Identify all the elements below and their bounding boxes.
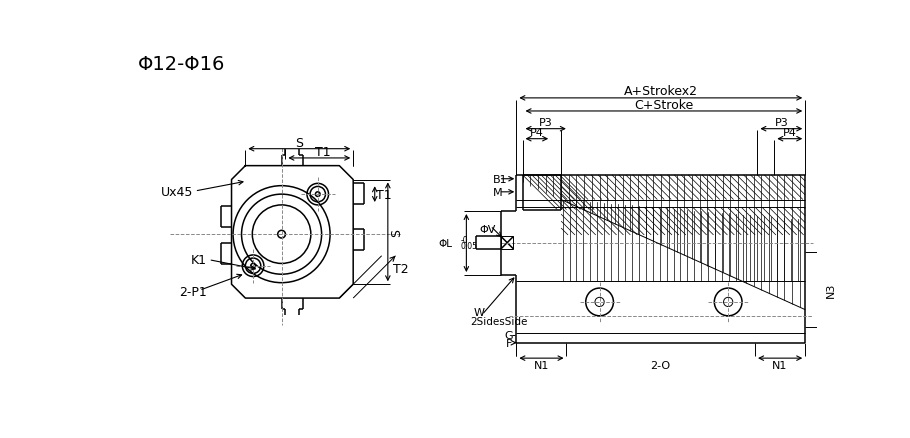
Text: K1: K1 xyxy=(191,254,207,266)
Text: C+Stroke: C+Stroke xyxy=(634,98,693,111)
Text: ΦV: ΦV xyxy=(480,224,496,234)
Text: 0.05: 0.05 xyxy=(461,242,478,251)
Text: W: W xyxy=(474,307,485,317)
Text: B1: B1 xyxy=(493,174,508,184)
Text: S: S xyxy=(295,137,303,150)
Text: N1: N1 xyxy=(772,360,787,370)
Text: -0: -0 xyxy=(461,236,469,244)
Bar xyxy=(501,237,513,249)
Text: 2-P1: 2-P1 xyxy=(179,286,207,299)
Text: N1: N1 xyxy=(533,360,549,370)
Text: 2SidesSide: 2SidesSide xyxy=(470,317,528,326)
Text: 2-O: 2-O xyxy=(651,360,671,370)
Text: A+Strokex2: A+Strokex2 xyxy=(623,85,697,98)
Text: Φ12-Φ16: Φ12-Φ16 xyxy=(137,55,225,74)
Text: P3: P3 xyxy=(539,117,552,127)
Text: N3: N3 xyxy=(826,282,836,297)
Text: G: G xyxy=(504,330,513,340)
Text: ΦL: ΦL xyxy=(439,238,452,248)
Text: F: F xyxy=(506,338,512,348)
Text: P4: P4 xyxy=(530,127,543,138)
Text: T1: T1 xyxy=(316,146,331,159)
Text: T1: T1 xyxy=(376,188,392,201)
Text: P3: P3 xyxy=(774,117,788,127)
Text: M: M xyxy=(493,187,503,198)
Text: T2: T2 xyxy=(393,263,409,276)
Text: P4: P4 xyxy=(783,127,797,138)
Text: S: S xyxy=(390,228,403,237)
Text: Ux45: Ux45 xyxy=(161,185,193,198)
